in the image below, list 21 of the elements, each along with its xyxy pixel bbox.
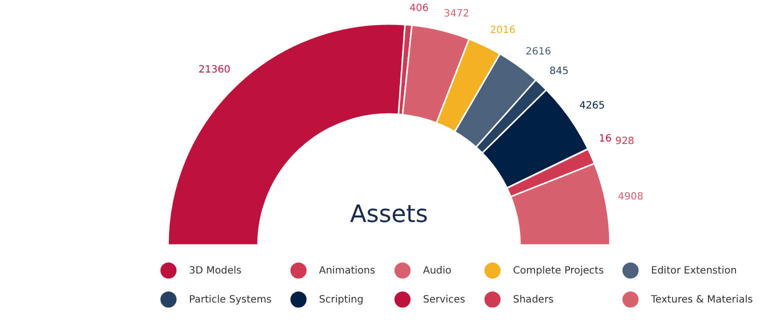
data-label: 21360 [198, 64, 230, 76]
legend-label: Shaders [513, 294, 554, 306]
legend-label: Complete Projects [513, 266, 604, 276]
legend-label: Textures & Materials [650, 294, 753, 306]
legend-label: Animations [319, 266, 376, 276]
data-label: 4908 [618, 191, 644, 202]
data-label: 2016 [490, 25, 516, 36]
legend-label: Editor Extenstion [651, 266, 737, 276]
data-label: 4265 [579, 100, 605, 112]
legend-label: Scripting [319, 294, 364, 306]
legend-label: Particle Systems [189, 294, 272, 306]
data-label: 2616 [526, 46, 552, 58]
data-label: 406 [410, 2, 429, 14]
legend-label: Services [423, 294, 466, 306]
data-label: 928 [615, 136, 634, 147]
data-label: 16 [598, 134, 612, 145]
legend-label: Audio [423, 266, 452, 276]
text: Assets [350, 200, 428, 228]
data-label: 3472 [444, 8, 470, 20]
data-label: 845 [550, 66, 569, 78]
legend-label: 3D Models [189, 266, 242, 276]
